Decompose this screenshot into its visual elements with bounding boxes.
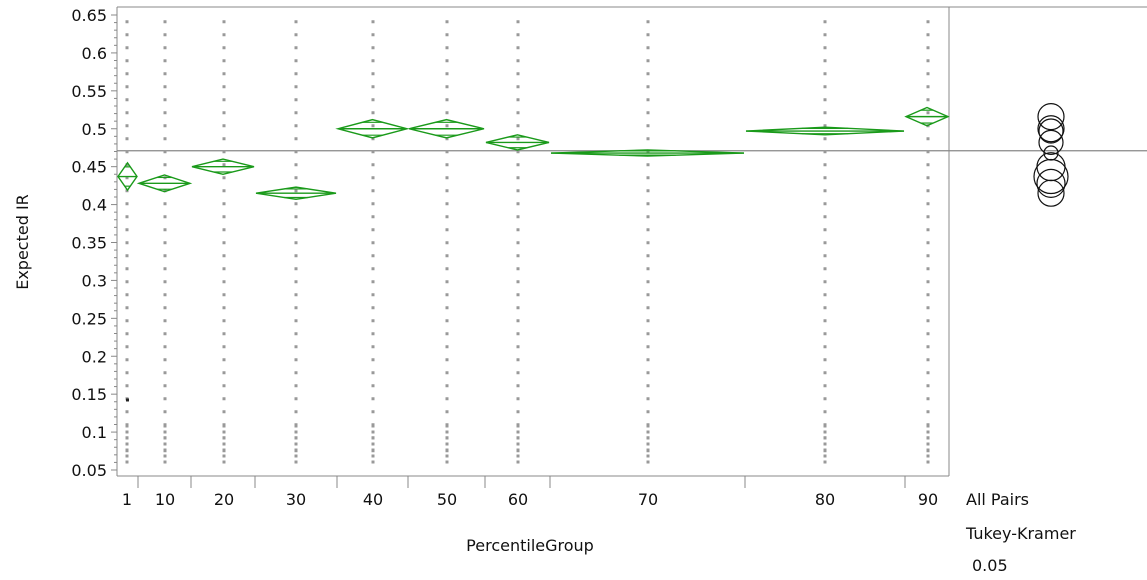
comparison-circle [1038, 129, 1064, 155]
y-tick-label: 0.4 [82, 196, 107, 215]
y-tick-label: 0.5 [82, 120, 107, 139]
x-tick-label: 50 [437, 490, 457, 509]
x-tick-label: 1 [122, 490, 132, 509]
y-tick-label: 0.05 [71, 461, 107, 480]
x-tick-label: 60 [508, 490, 528, 509]
y-tick-label: 0.3 [82, 271, 107, 290]
x-axis-title: PercentileGroup [466, 536, 594, 555]
comparison-circles [1033, 103, 1069, 207]
labels: Expected IR PercentileGroup All Pairs Tu… [13, 194, 1076, 575]
comparison-circle [1036, 152, 1066, 182]
y-tick-label: 0.35 [71, 234, 107, 253]
axes: 0.05 0.1 0.15 0.2 0.25 0.3 0.35 0.4 0.45 0.5 0.55 0… [71, 6, 1147, 509]
comparison-label-all-pairs: All Pairs [966, 490, 1029, 509]
comparison-circle [1036, 168, 1066, 198]
comparison-circle [1033, 158, 1069, 195]
x-tick-label: 20 [214, 490, 234, 509]
y-tick-label: 0.25 [71, 309, 107, 328]
comparison-circle [1037, 103, 1065, 131]
data-point [126, 398, 129, 402]
y-tick-label: 0.55 [71, 82, 107, 101]
comparison-circle [1037, 115, 1065, 143]
y-axis-title: Expected IR [13, 194, 32, 290]
comparison-circle [1037, 179, 1065, 207]
data-points [125, 20, 930, 464]
comparison-circle [1038, 118, 1064, 144]
y-tick-label: 0.45 [71, 158, 107, 177]
comparison-label-alpha: 0.05 [972, 556, 1008, 575]
x-tick-label: 10 [155, 490, 175, 509]
y-tick-label: 0.65 [71, 6, 107, 25]
y-tick-label: 0.6 [82, 44, 107, 63]
means-diamonds [117, 106, 950, 200]
x-tick-label: 80 [815, 490, 835, 509]
x-tick-label: 90 [918, 490, 938, 509]
y-tick-label: 0.1 [82, 423, 107, 442]
x-tick-label: 30 [286, 490, 306, 509]
x-tick-label: 40 [363, 490, 383, 509]
x-tick-label: 70 [638, 490, 658, 509]
comparison-label-method: Tukey-Kramer [965, 524, 1076, 543]
y-tick-label: 0.15 [71, 385, 107, 404]
y-tick-label: 0.2 [82, 347, 107, 366]
